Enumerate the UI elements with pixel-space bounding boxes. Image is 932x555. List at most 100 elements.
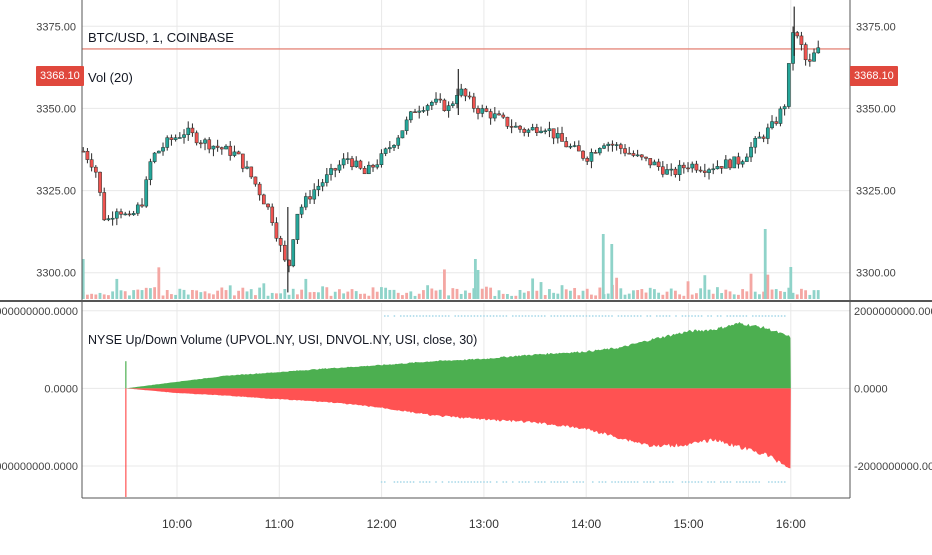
signal-dot xyxy=(671,481,674,483)
volume-bar xyxy=(737,294,740,299)
candle-body xyxy=(421,110,426,112)
candle-body xyxy=(610,143,615,146)
price-pane[interactable]: 3300.00 3325.00 3350.00 3375.00 3300.00 3325… xyxy=(36,0,896,301)
volume-bar xyxy=(577,295,581,299)
signal-dot xyxy=(585,315,588,317)
signal-dot xyxy=(575,315,578,317)
volume-bar xyxy=(203,291,207,299)
volume-bar xyxy=(153,287,157,299)
candle-body xyxy=(492,113,497,119)
signal-dot xyxy=(428,481,431,483)
signal-dot xyxy=(777,315,780,317)
candle-body xyxy=(106,218,111,221)
signal-dot xyxy=(463,315,466,317)
volume-bar xyxy=(375,291,379,299)
candle-body xyxy=(476,108,480,114)
signal-dot xyxy=(761,315,764,317)
volume-bar xyxy=(539,282,543,299)
signal-dot xyxy=(755,315,757,317)
volume-bar xyxy=(266,295,270,299)
candle-body xyxy=(450,103,455,106)
volume-bar xyxy=(573,287,577,299)
signal-dot xyxy=(566,481,569,483)
signal-dot xyxy=(783,315,786,317)
volume-bar xyxy=(430,288,434,299)
signal-dot xyxy=(732,315,735,317)
signal-dot xyxy=(601,481,604,483)
signal-dot xyxy=(441,481,444,483)
volume-bar xyxy=(174,294,178,299)
candle-body xyxy=(404,119,409,131)
signal-dot xyxy=(492,315,495,317)
candle-body xyxy=(438,98,443,101)
signal-dot xyxy=(579,481,581,483)
candle-body xyxy=(442,99,447,111)
candle-body xyxy=(568,145,573,148)
signal-dot xyxy=(396,481,399,483)
signal-dot xyxy=(447,481,450,483)
volume-bar xyxy=(585,288,589,299)
signal-dot xyxy=(393,315,396,317)
price-axis-left[interactable]: 3300.00 3325.00 3350.00 3375.00 xyxy=(36,21,76,279)
volume-bar xyxy=(518,289,522,299)
signal-dot xyxy=(655,315,658,317)
candle-body xyxy=(551,128,556,139)
price-axis-right[interactable]: 3300.00 3325.00 3350.00 3375.00 xyxy=(856,21,896,279)
indicator-axis-right[interactable]: 2000000000.0000 0.0000 -2000000000.0000 xyxy=(854,306,932,473)
candle-body xyxy=(660,166,665,175)
signal-dot xyxy=(422,315,425,317)
signal-dot xyxy=(476,481,479,483)
price-tick-label: 3325.00 xyxy=(36,186,76,198)
signal-dot xyxy=(387,315,389,317)
signal-dot xyxy=(739,481,741,483)
candle-body xyxy=(429,102,434,106)
signal-dot xyxy=(668,481,671,483)
candle-body xyxy=(354,160,359,168)
volume-bars xyxy=(81,229,820,299)
indicator-tick-label: 0.0000 xyxy=(854,383,888,395)
candle-body xyxy=(362,168,367,175)
candle-body xyxy=(656,161,661,168)
signal-dot xyxy=(649,315,652,317)
volume-bar xyxy=(237,290,241,299)
volume-bar xyxy=(665,291,669,299)
signal-dot xyxy=(591,315,594,317)
indicator-pane[interactable]: 2000000000.0000 0.0000 -2000000000.0000 20… xyxy=(0,303,932,497)
volume-bar xyxy=(170,294,173,299)
volume-bar xyxy=(527,291,530,299)
volume-bar xyxy=(363,293,367,299)
candle-body xyxy=(488,111,493,119)
candle-body xyxy=(576,145,581,152)
candle-body xyxy=(387,147,392,150)
time-axis[interactable]: 10:00 11:00 12:00 13:00 14:00 15:00 16:00 xyxy=(162,517,806,531)
signal-dot xyxy=(383,315,386,317)
signal-dot xyxy=(524,315,527,317)
volume-bar xyxy=(359,293,362,299)
candle-body xyxy=(135,204,140,214)
indicator-axis-left[interactable]: 2000000000.0000 0.0000 -2000000000.0000 xyxy=(0,306,78,473)
volume-bar xyxy=(543,295,547,299)
signal-dot xyxy=(623,481,626,483)
candle-body xyxy=(761,136,766,139)
signal-dot xyxy=(380,481,383,483)
volume-bar xyxy=(346,291,350,299)
volume-bar xyxy=(627,293,631,299)
signal-dot xyxy=(444,315,447,317)
candle-body xyxy=(463,88,468,97)
volume-bar xyxy=(695,293,698,299)
volume-bar xyxy=(338,289,341,299)
signal-dot xyxy=(694,315,697,317)
volume-bar xyxy=(728,291,732,299)
candle-body xyxy=(278,238,283,246)
volume-bar xyxy=(632,290,635,299)
signal-dot xyxy=(601,315,604,317)
volume-bar xyxy=(371,287,375,299)
volume-bar xyxy=(254,295,257,299)
volume-bar xyxy=(749,273,753,299)
volume-bar xyxy=(787,287,791,299)
candle-body xyxy=(400,130,405,139)
volume-bar xyxy=(795,294,799,299)
volume-bar xyxy=(426,285,430,299)
signal-dot xyxy=(777,481,780,483)
candle-body xyxy=(173,137,178,140)
